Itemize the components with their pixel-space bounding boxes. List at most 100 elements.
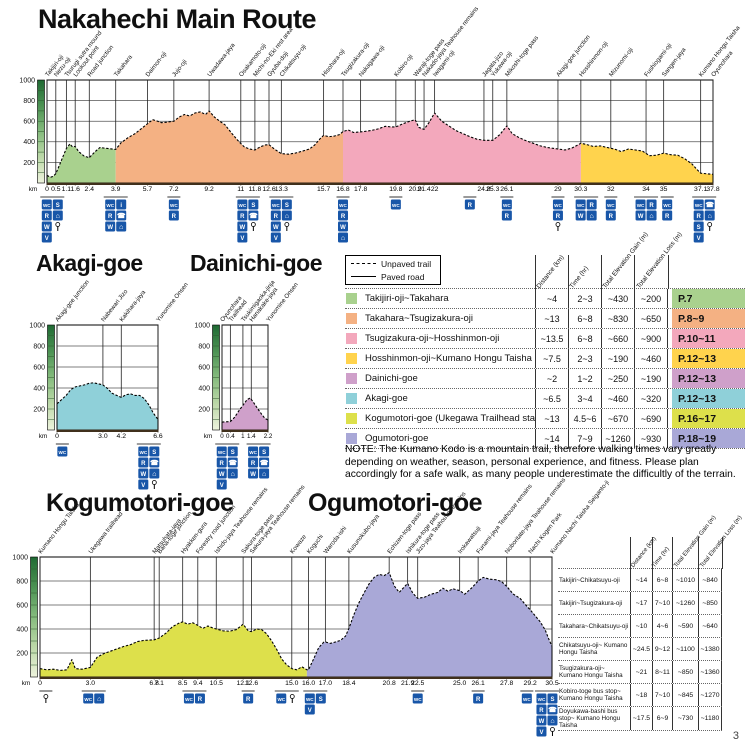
waypoint-label: Koguchi [306,533,325,555]
distance-cell: ~7.5 [535,349,568,368]
x-axis-tick-label: 7.1 [154,680,164,687]
lodging-icon-glyph: ⌂ [708,213,712,220]
water-icon [216,468,227,479]
chart-dainichi: 1000800600400200Oyunohara0Trailhead0.4Ts… [194,279,300,490]
vending-icon-glyph: V [308,708,312,714]
toilet-icon [183,693,194,704]
elevation-loss-cell: ~900 [634,329,668,348]
note-text: NOTE: The Kumano Kodo is a mountain trai… [345,444,743,482]
y-axis-tick-label: 200 [23,160,35,167]
elevation-gain-cell: ~730 [672,707,698,730]
toilet-icon [237,199,248,210]
toilet-icon-glyph: WC [84,697,92,702]
lodging-icon-glyph: ⌂ [649,213,653,220]
table-row: Chikatsuyu-oji~ Kumano Hongu Taisha ~24.5… [558,638,722,661]
toilet-icon [216,446,227,457]
lodging-icon [281,210,292,221]
elevation-area-kogumotori-goe [40,621,307,677]
rest-area-icon [501,210,512,221]
toilet-icon [168,199,179,210]
table-header-divider [722,537,723,569]
lodging-icon [259,468,270,479]
lodging-icon [338,232,348,243]
elevation-loss-cell: ~840 [698,569,722,591]
x-axis-tick-label: 12.6 [262,186,275,193]
waypoint-label: Daimon-oji [144,51,168,79]
x-axis-tick-label: 11.8 [249,186,262,193]
elevation-gain-cell: ~660 [601,329,634,348]
elevation-gain-cell: ~460 [601,389,634,408]
vending-icon [304,704,315,715]
toilet-icon-glyph: WC [277,697,285,702]
page-reference-badge: P.12~13 [672,389,745,408]
table-header-divider [668,255,669,289]
trail-profile-line [56,382,159,420]
toilet-icon-glyph: WC [272,203,280,208]
lodging-icon-glyph: ⌂ [152,471,156,478]
route-label-cell: Dainichi-goe [345,369,535,388]
vending-icon [237,232,248,243]
page-number: 3 [732,730,739,742]
elevation-area-dainichi-goe [222,398,268,430]
table-row: Tsugizakura-oji~Hosshinmon-oji ~13.5 6~8 ~6… [345,329,745,349]
lodging-icon [227,468,238,479]
toilet-icon [276,693,287,704]
info-icon [116,199,127,210]
lodging-icon [94,693,105,704]
table-header-divider [652,537,653,569]
route-color-swatch [346,313,357,324]
route-label: Takahara~Tsugizakura-oji [365,313,473,324]
shop-icon-glyph: S [152,450,156,456]
distance-cell: ~14 [630,569,652,591]
y-axis-tick-label: 800 [33,343,45,350]
phone-icon [116,210,127,221]
route-label-cell: Takahara~Tsugizakura-oji [345,309,535,328]
table-header-divider [535,255,536,289]
table-row: Ogumotori-goe ~14 7~9 ~1260 ~930 P.18~19 [345,429,745,449]
x-axis-tick-label: 19.8 [389,186,402,193]
waypoint-label: Mizunomi-oji [608,47,635,79]
vending-icon-glyph: V [240,236,244,242]
alternative-routes-table: Distance (km) Time (hr) Total Elevation Ga… [558,515,743,731]
rest-area-icon [662,210,673,221]
vending-icon-glyph: V [45,236,49,242]
vending-icon [138,479,149,490]
distance-cell: ~24.5 [630,638,652,660]
page-reference-badge: P.16~17 [672,409,745,428]
x-axis-tick-label: 15.0 [285,680,298,687]
water-icon-glyph: W [638,214,644,220]
phone-icon [149,457,160,468]
toilet-icon [41,199,52,210]
signpost-icon [250,222,256,227]
x-axis-tick-label: 16.0 [302,680,315,687]
x-axis-tick-label: 0.5 [51,186,61,193]
elevation-gain-cell: ~1260 [672,592,698,614]
trail-profile-line [46,110,714,178]
y-axis-tick-label: 400 [33,385,45,392]
time-cell: 9~12 [652,638,672,660]
signpost-icon [550,727,555,732]
time-cell: 6~8 [568,309,601,328]
x-axis-tick-label: 18.4 [342,680,355,687]
vending-icon [270,232,281,243]
toilet-icon-glyph: WC [106,203,114,208]
water-icon-glyph: W [340,225,346,231]
x-axis-tick-label: 29.2 [524,680,537,687]
x-axis-tick-label: 11 [237,186,244,193]
y-axis-tick-label: 800 [198,343,210,350]
toilet-icon-glyph: WC [139,450,147,455]
toilet-icon [304,693,315,704]
time-cell: 6~9 [652,707,672,730]
elevation-loss-cell: ~190 [634,369,668,388]
legend-unpaved-label: Unpaved trail [381,258,432,269]
waypoint-label: Akagi-goe junction [54,278,91,323]
toilet-icon [83,693,94,704]
rest-area-icon [536,704,547,715]
waypoint-label: Kusunokubo-jaya [346,513,381,555]
toilet-icon-glyph: WC [637,203,645,208]
elevation-gain-cell: ~850 [672,661,698,683]
y-axis-tick-label: 400 [198,385,210,392]
y-axis-tick-label: 200 [33,406,45,413]
vending-icon-glyph: V [697,236,701,242]
